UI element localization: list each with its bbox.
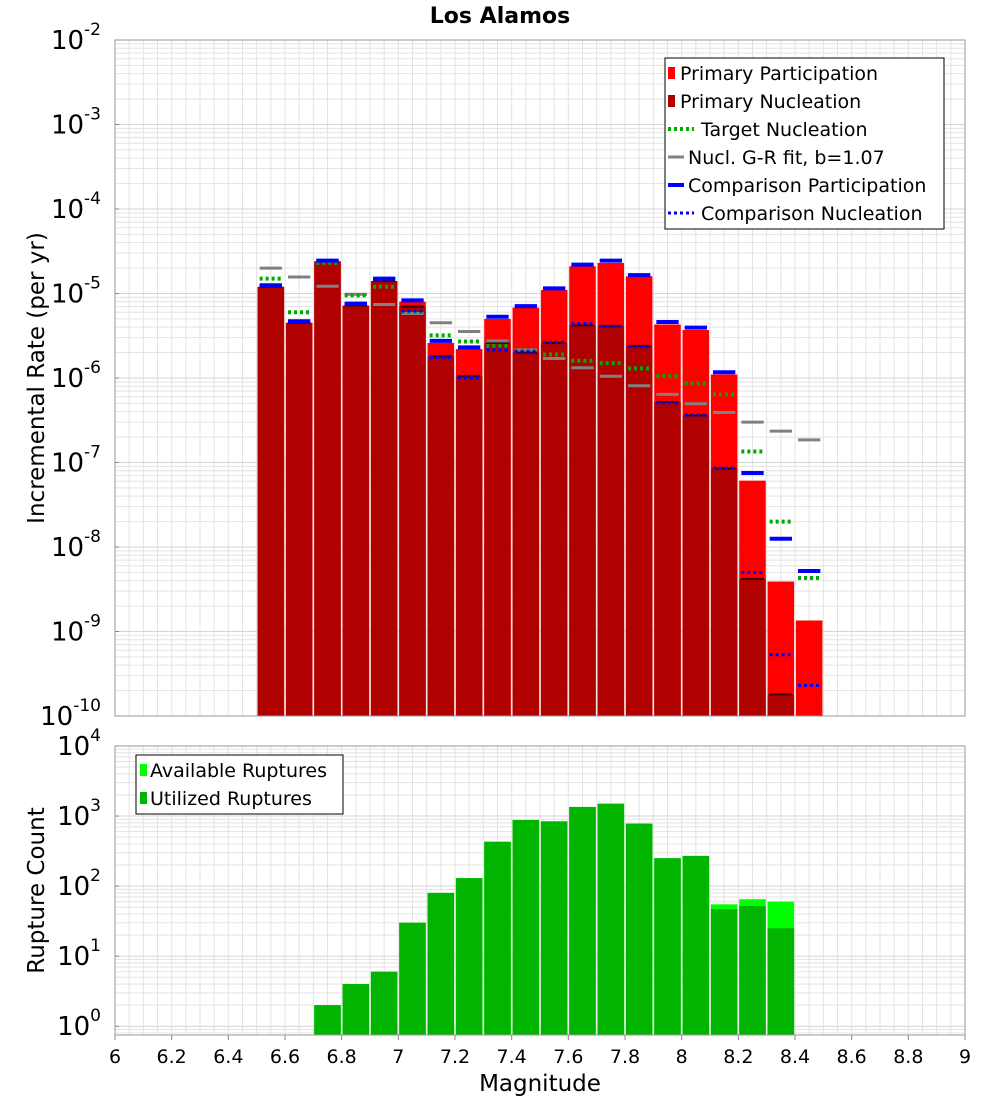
- legend-item: Utilized Ruptures: [140, 788, 312, 810]
- x-tick-label: 8: [676, 1046, 688, 1068]
- utilized-bar: [540, 821, 568, 1035]
- legend-item: Available Ruptures: [140, 760, 327, 782]
- y-tick-label: 101: [57, 936, 101, 972]
- participation-swatch: [668, 67, 675, 79]
- y-tick-label: 10-10: [40, 696, 101, 732]
- legend-item: Target Nucleation: [668, 119, 868, 141]
- legend-label: Target Nucleation: [700, 119, 868, 141]
- y-tick-label: 10-5: [51, 274, 101, 310]
- utilized-bar: [710, 909, 738, 1035]
- nucleation-bar: [512, 352, 540, 716]
- utilized-bar: [314, 1005, 341, 1035]
- y-axis-label: Rupture Count: [24, 807, 50, 973]
- legend-label: Nucl. G-R fit, b=1.07: [688, 147, 885, 169]
- utilized-bar: [597, 803, 625, 1035]
- chart-title: Los Alamos: [430, 4, 570, 29]
- x-tick-label: 9: [959, 1046, 971, 1068]
- x-tick-label: 7.6: [553, 1046, 583, 1068]
- legend-box: [135, 754, 344, 815]
- legend: Primary Participation Primary Nucleation T…: [664, 57, 945, 230]
- nucleation-bar: [370, 281, 398, 716]
- participation-bar: [795, 620, 823, 716]
- nucleation-bar: [540, 342, 568, 716]
- x-tick-label: 8.6: [837, 1046, 867, 1068]
- y-tick-label: 103: [57, 796, 101, 832]
- utilized-bar: [767, 928, 795, 1035]
- nucleation-bar: [569, 325, 596, 716]
- y-tick-label: 10-3: [51, 105, 101, 141]
- x-tick-label: 6.2: [157, 1046, 187, 1068]
- utilized-bar: [399, 922, 426, 1035]
- x-tick-label: 6.4: [213, 1046, 243, 1068]
- nucleation-bar: [767, 694, 795, 716]
- nucleation-swatch: [668, 95, 675, 107]
- utilized-bar: [739, 906, 766, 1035]
- utilized-bar: [682, 855, 710, 1035]
- x-tick-label: 7.2: [440, 1046, 470, 1068]
- y-tick-label: 10-4: [51, 189, 101, 225]
- x-tick-label: 8.2: [723, 1046, 753, 1068]
- y-tick-label: 10-7: [51, 443, 101, 479]
- x-tick-label: 8.8: [893, 1046, 923, 1068]
- legend-item: Comparison Nucleation: [668, 203, 923, 225]
- utilized-bar: [654, 858, 681, 1035]
- x-tick-label: 7.4: [497, 1046, 527, 1068]
- nucleation-bar: [625, 345, 653, 716]
- nucleation-bar: [427, 356, 455, 716]
- nucleation-bar: [484, 342, 511, 716]
- nucleation-bar: [314, 261, 341, 716]
- y-tick-label: 10-9: [51, 612, 101, 648]
- legend-item: Nucl. G-R fit, b=1.07: [668, 147, 885, 169]
- nucleation-bar: [739, 578, 766, 716]
- y-tick-label: 10-8: [51, 527, 101, 563]
- x-tick-label: 6.8: [327, 1046, 357, 1068]
- x-tick-label: 8.4: [780, 1046, 810, 1068]
- x-axis-label: Magnitude: [479, 1071, 601, 1097]
- plot-frame: [114, 745, 966, 1036]
- x-tick-label: 6: [109, 1046, 121, 1068]
- utilized-bar: [625, 823, 653, 1035]
- nucleation-bar: [710, 468, 738, 716]
- utilized-bar: [569, 806, 596, 1035]
- nucleation-bar: [654, 401, 681, 716]
- nucleation-bar: [399, 306, 426, 716]
- legend: Available Ruptures Utilized Ruptures: [135, 754, 344, 815]
- utilized-bar: [427, 892, 455, 1035]
- x-tick-label: 6.6: [270, 1046, 300, 1068]
- nucleation-bar: [682, 415, 710, 716]
- y-tick-label: 102: [57, 866, 101, 902]
- utilized-bar: [455, 878, 483, 1035]
- legend-item: Comparison Participation: [668, 175, 926, 197]
- legend-label: Comparison Nucleation: [701, 203, 923, 225]
- utilized-bar: [342, 984, 370, 1035]
- y-tick-label: 100: [57, 1006, 101, 1042]
- nucleation-bar: [285, 322, 313, 716]
- x-tick-label: 7.8: [610, 1046, 640, 1068]
- legend-box: [664, 57, 945, 230]
- rate-plot: 10-2 10-3 10-4 10-5 10-6 10-7 10-8 10-9 10-10 Inc…: [24, 20, 966, 732]
- y-axis-label: Incremental Rate (per yr): [24, 232, 50, 524]
- legend-label: Primary Nucleation: [680, 91, 861, 113]
- utilized-swatch: [140, 792, 147, 804]
- legend-item: Primary Nucleation: [668, 91, 861, 113]
- utilized-bar: [370, 971, 398, 1035]
- rupture-count-plot: 100 101 102 103 104 Rupture Count 6 6.2 6.4 6.6 6.…: [24, 726, 971, 1097]
- nucleation-bar: [342, 305, 370, 716]
- utilized-bar: [512, 819, 540, 1035]
- nucleation-bar: [455, 376, 483, 716]
- legend-label: Comparison Participation: [688, 175, 926, 197]
- nucleation-bar: [257, 286, 285, 716]
- y-tick-label: 10-6: [51, 358, 101, 394]
- legend-label: Available Ruptures: [150, 760, 327, 782]
- legend-item: Primary Participation: [668, 63, 878, 85]
- y-tick-label: 10-2: [51, 20, 101, 56]
- available-swatch: [140, 764, 147, 776]
- legend-label: Primary Participation: [680, 63, 878, 85]
- x-tick-label: 7: [392, 1046, 404, 1068]
- legend-label: Utilized Ruptures: [150, 788, 312, 810]
- y-tick-label: 104: [57, 726, 101, 762]
- utilized-bar: [484, 841, 511, 1035]
- nucleation-bar: [597, 326, 625, 716]
